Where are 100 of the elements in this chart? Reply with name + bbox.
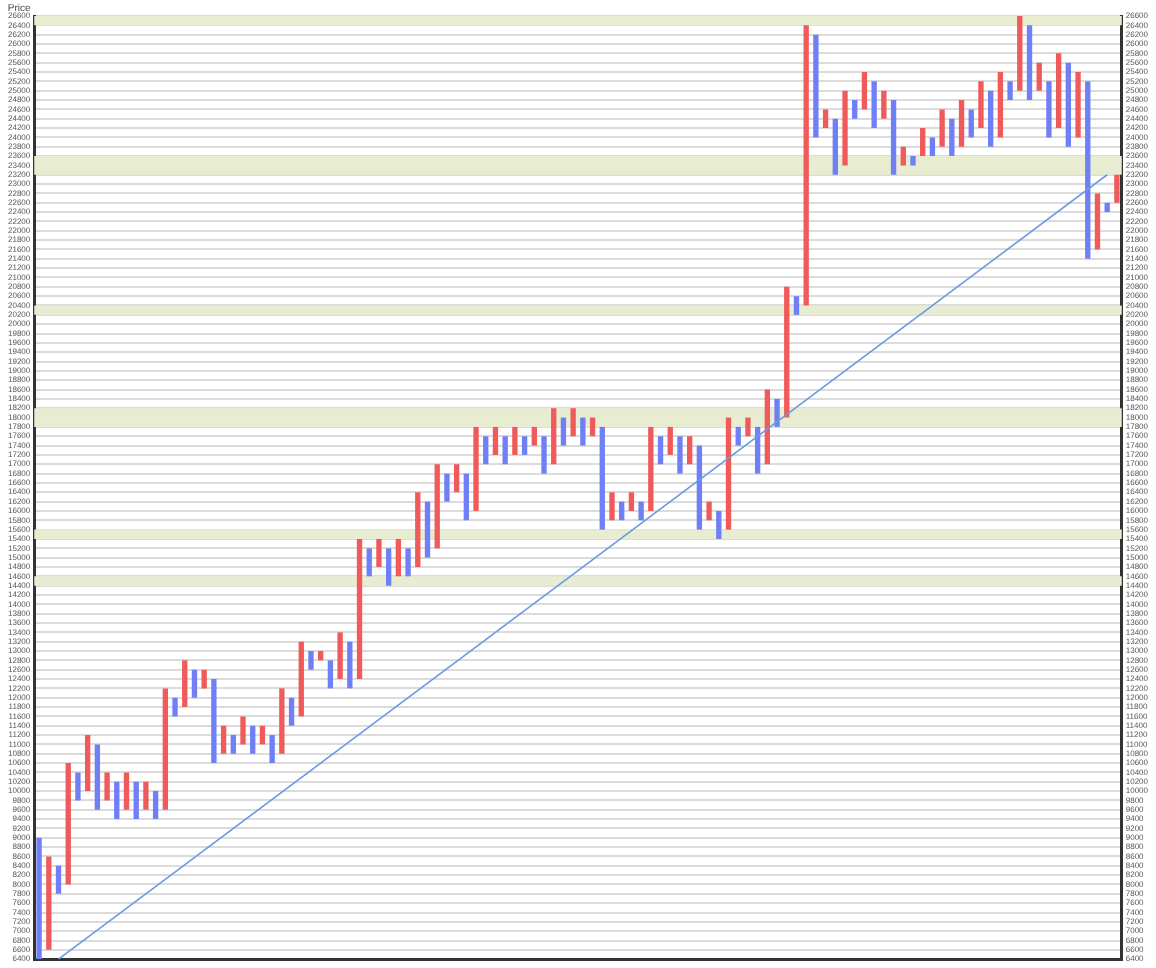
bar — [881, 90, 887, 119]
bar — [531, 426, 537, 446]
bar — [444, 473, 450, 502]
bar — [968, 109, 974, 138]
bar — [240, 716, 246, 745]
bar — [609, 492, 615, 521]
bar — [279, 688, 285, 754]
bar — [434, 464, 440, 549]
bar — [813, 34, 819, 138]
bar — [483, 436, 489, 465]
bar — [861, 72, 868, 110]
bar — [288, 697, 295, 726]
bar — [803, 25, 809, 306]
bar — [599, 426, 605, 530]
bar — [463, 473, 470, 521]
bar — [900, 146, 906, 166]
bar — [988, 90, 994, 147]
bar — [754, 426, 761, 474]
bar — [677, 436, 683, 474]
bar — [997, 72, 1004, 138]
bar — [793, 296, 800, 315]
bar — [580, 417, 586, 446]
bar — [337, 632, 343, 680]
bar — [473, 426, 479, 511]
bar — [1026, 25, 1033, 101]
bar — [84, 735, 91, 792]
bar — [395, 538, 402, 577]
bar — [1036, 62, 1042, 91]
bar — [1114, 174, 1120, 203]
bar — [512, 426, 518, 455]
bar — [1017, 16, 1023, 91]
bar — [521, 436, 528, 455]
bar — [716, 510, 722, 539]
bar — [172, 697, 178, 717]
bar — [104, 772, 110, 801]
bar — [220, 725, 227, 754]
bar — [725, 417, 732, 530]
bar — [269, 735, 275, 764]
bar — [939, 109, 945, 147]
bar — [385, 548, 392, 586]
bar — [667, 426, 673, 455]
bar — [75, 772, 81, 801]
bar — [182, 660, 188, 708]
bar — [890, 100, 897, 175]
bar — [492, 426, 499, 455]
bar — [259, 725, 266, 745]
bar — [143, 781, 149, 810]
bar — [318, 651, 324, 661]
bar — [415, 492, 421, 567]
bar — [852, 100, 858, 119]
bar — [366, 548, 372, 577]
bar — [1055, 53, 1062, 129]
bar — [784, 286, 790, 418]
bar — [1075, 72, 1081, 138]
bar — [152, 791, 159, 820]
bar — [871, 81, 877, 129]
bar — [735, 426, 741, 446]
bar — [648, 426, 654, 511]
bar — [36, 837, 42, 960]
bar — [356, 538, 363, 680]
bar — [46, 856, 52, 950]
bar — [1104, 202, 1110, 213]
bar — [589, 417, 596, 437]
bar — [201, 669, 207, 689]
bar — [958, 100, 965, 147]
bar — [570, 408, 576, 437]
bar — [230, 735, 236, 754]
bar — [696, 445, 703, 530]
bar — [308, 651, 314, 670]
bar — [114, 781, 120, 820]
bar — [327, 660, 334, 689]
bar — [560, 417, 567, 446]
bar — [774, 398, 780, 427]
bar — [347, 641, 353, 689]
bar — [619, 501, 625, 521]
bar — [657, 436, 664, 465]
bar — [638, 501, 644, 521]
bar — [910, 156, 916, 166]
bar — [1065, 62, 1072, 147]
bar — [250, 725, 256, 754]
bar — [706, 501, 712, 521]
bar — [1094, 193, 1101, 250]
bar — [453, 464, 460, 493]
bar — [628, 492, 635, 511]
bar — [133, 781, 139, 820]
bar — [298, 641, 304, 717]
bar — [745, 417, 751, 437]
bar — [94, 744, 101, 810]
bar — [764, 389, 771, 465]
bar — [55, 865, 62, 894]
bar — [211, 679, 217, 764]
bar — [949, 118, 955, 157]
bar — [65, 763, 71, 885]
bar — [123, 772, 130, 810]
bar — [920, 128, 926, 157]
bar — [929, 137, 936, 157]
bar — [405, 548, 411, 577]
bar — [376, 538, 382, 567]
bar — [424, 501, 431, 558]
bar — [1085, 81, 1091, 259]
